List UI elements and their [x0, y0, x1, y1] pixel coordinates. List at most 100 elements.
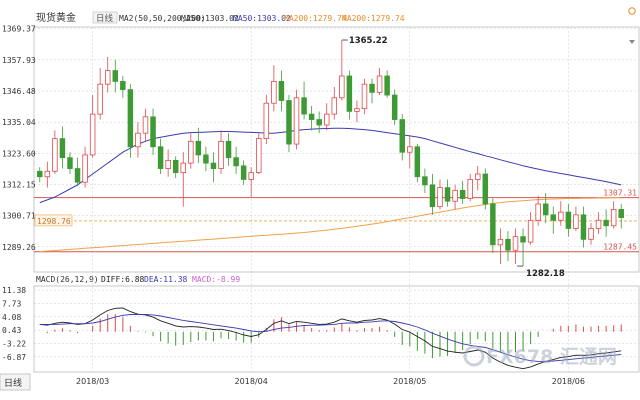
chart-toolbar: [628, 7, 636, 44]
candle-body: [256, 138, 262, 174]
candle-body: [512, 236, 519, 251]
macd-tick-label: 11.38: [2, 286, 26, 295]
price-tick-label: 1312.15: [2, 180, 36, 189]
macd-header: MACD(26,12,9) DIFF:6.88 DEA:11.38 MACD:-…: [36, 275, 240, 284]
dea-line: [39, 314, 622, 362]
candle-body: [218, 140, 224, 169]
price-tick-label: 1346.48: [2, 87, 36, 96]
macd-params: MACD(26,12,9): [36, 275, 99, 284]
candle-body: [135, 132, 141, 148]
candle-body: [354, 108, 360, 112]
candle-body: [225, 140, 232, 159]
candle-body: [67, 157, 73, 169]
candle-body: [316, 119, 322, 126]
reference-label-box: [34, 214, 73, 227]
candle-body: [271, 81, 277, 104]
candle-body: [188, 140, 194, 164]
candle-body: [127, 89, 134, 148]
candle-body: [112, 70, 119, 82]
candle-body: [44, 170, 51, 178]
ma200-value-a: MA200:1279.74: [284, 14, 347, 23]
candle-body: [414, 146, 421, 178]
macd-gridlines: [34, 289, 639, 358]
candle-body: [595, 219, 602, 229]
candle-body: [82, 154, 88, 183]
candle-body: [195, 140, 202, 156]
candle-body: [384, 75, 390, 96]
period-button-label: 日线: [4, 377, 22, 389]
chevron-down-icon[interactable]: [629, 40, 635, 44]
ma-params: MA2(50,50,200,200): [119, 14, 206, 23]
macd-tick-label: -3.22: [2, 340, 26, 349]
low-annotation: 1282.18: [526, 269, 565, 279]
macd-tick-label: 7.73: [2, 299, 21, 308]
candle-body: [361, 83, 368, 110]
period-label: 日线: [96, 13, 114, 24]
candle-body: [210, 162, 217, 169]
watermark-logo-icon: [463, 345, 485, 367]
macd-tick-label: 4.08: [2, 313, 21, 322]
candle-body: [618, 208, 624, 218]
candle-body: [74, 168, 81, 183]
ma200-value-b: MA200:1279.74: [342, 14, 405, 23]
candle-body: [467, 179, 473, 199]
macd-lines: [39, 307, 622, 370]
candle-body: [391, 94, 398, 120]
candle-body: [452, 189, 458, 202]
candle-body: [165, 159, 171, 169]
candle-body: [142, 116, 149, 134]
candle-body: [407, 146, 413, 153]
ma50-value-a: MA50:1303.02: [181, 14, 239, 23]
ma200-line: [39, 197, 622, 253]
candle-body: [399, 119, 405, 153]
price-tick-label: 1323.60: [2, 149, 36, 158]
period-button[interactable]: [0, 373, 31, 391]
candle-body: [558, 211, 564, 221]
candle-body: [346, 75, 353, 112]
candle-body: [369, 83, 375, 93]
candle-body: [248, 172, 254, 180]
candle-body: [180, 162, 186, 174]
diff-line: [39, 307, 622, 370]
x-tick-label: 2018/05: [393, 377, 426, 386]
candle-body: [527, 219, 534, 243]
candle-body: [293, 97, 300, 145]
ma50-value-b: MA50:1303.02: [233, 14, 291, 23]
candle-body: [573, 214, 579, 229]
candle-body: [376, 75, 383, 93]
x-tick-label: 2018/04: [235, 377, 268, 386]
candle-body: [308, 113, 315, 120]
period-tag[interactable]: [92, 11, 118, 24]
candle-body: [505, 238, 511, 251]
candle-body: [286, 100, 292, 145]
reference-line-label: 1307.31: [603, 189, 637, 198]
candle-body: [588, 228, 594, 240]
candle-body: [550, 214, 557, 221]
candle-body: [437, 187, 443, 208]
candle-body: [278, 81, 285, 101]
price-tick-label: 1369.37: [2, 25, 36, 34]
price-y-axis: 1369.37 1357.93 1346.48 1335.04 1323.60 1312.…: [2, 25, 36, 252]
candle-body: [339, 75, 345, 99]
macd-tick-label: 0.43: [2, 326, 21, 335]
macd-dea-value: DEA:11.38: [144, 275, 188, 284]
price-tick-label: 1300.71: [2, 212, 36, 221]
candle-body: [172, 159, 179, 174]
candle-body: [120, 81, 126, 91]
candle-body: [89, 113, 96, 156]
candle-body: [97, 83, 103, 115]
macd-diff-value: DIFF:6.88: [101, 275, 145, 284]
candle-body: [603, 219, 609, 227]
candle-body: [59, 138, 66, 159]
macd-tick-label: -6.87: [2, 353, 26, 362]
candle-body: [233, 157, 239, 167]
settings-icon[interactable]: [628, 7, 636, 15]
candle-body: [301, 97, 307, 115]
candle-body: [475, 173, 481, 180]
candle-body: [610, 208, 617, 227]
candle-body: [459, 189, 466, 199]
candle-body: [565, 211, 572, 229]
price-tick-label: 1289.26: [2, 243, 36, 252]
price-tick-label: 1335.04: [2, 118, 36, 127]
